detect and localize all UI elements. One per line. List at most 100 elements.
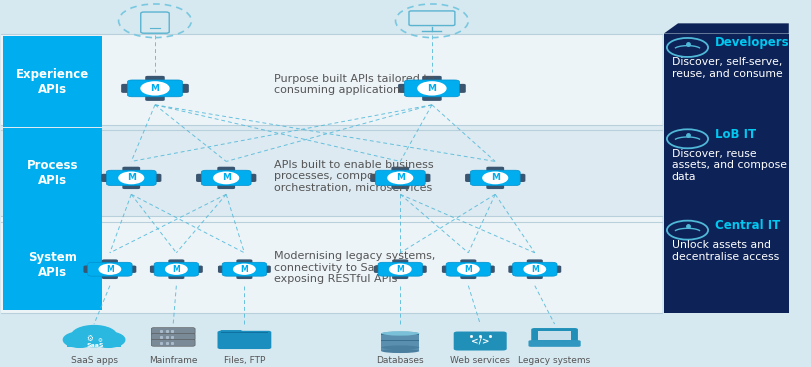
FancyBboxPatch shape	[127, 80, 182, 97]
FancyBboxPatch shape	[67, 339, 121, 347]
FancyBboxPatch shape	[460, 273, 476, 279]
FancyBboxPatch shape	[101, 259, 118, 266]
Circle shape	[457, 264, 478, 274]
Circle shape	[389, 264, 410, 274]
Text: </>: </>	[470, 337, 489, 346]
Text: M: M	[530, 265, 538, 274]
Circle shape	[63, 332, 97, 347]
Polygon shape	[663, 206, 787, 216]
Text: Discover, reuse
assets, and compose
data: Discover, reuse assets, and compose data	[671, 149, 786, 182]
Circle shape	[483, 172, 507, 184]
FancyBboxPatch shape	[3, 219, 102, 310]
Text: System
APIs: System APIs	[28, 251, 77, 279]
FancyBboxPatch shape	[217, 331, 271, 349]
FancyBboxPatch shape	[236, 273, 252, 279]
FancyBboxPatch shape	[201, 170, 251, 186]
Polygon shape	[663, 23, 787, 33]
FancyBboxPatch shape	[415, 265, 427, 273]
FancyBboxPatch shape	[526, 273, 543, 279]
Circle shape	[92, 332, 125, 347]
FancyBboxPatch shape	[175, 84, 189, 93]
FancyBboxPatch shape	[452, 84, 466, 93]
Text: M: M	[127, 173, 135, 182]
FancyBboxPatch shape	[483, 265, 494, 273]
Text: Mainframe: Mainframe	[148, 356, 197, 365]
FancyBboxPatch shape	[168, 259, 184, 266]
FancyBboxPatch shape	[217, 182, 235, 189]
Circle shape	[165, 264, 187, 274]
Text: M: M	[240, 265, 248, 274]
FancyBboxPatch shape	[549, 265, 560, 273]
Text: SaaS: SaaS	[86, 344, 104, 348]
FancyBboxPatch shape	[3, 36, 102, 127]
FancyBboxPatch shape	[528, 340, 580, 347]
FancyBboxPatch shape	[101, 273, 118, 279]
Text: Web services: Web services	[450, 356, 509, 365]
Ellipse shape	[381, 331, 418, 335]
Text: M: M	[396, 265, 404, 274]
FancyBboxPatch shape	[513, 174, 525, 182]
FancyBboxPatch shape	[470, 170, 520, 186]
FancyBboxPatch shape	[391, 182, 409, 189]
FancyBboxPatch shape	[445, 262, 490, 276]
FancyBboxPatch shape	[150, 265, 161, 273]
FancyBboxPatch shape	[422, 94, 441, 101]
FancyBboxPatch shape	[244, 174, 256, 182]
Ellipse shape	[381, 331, 418, 335]
Text: M: M	[172, 265, 180, 274]
Circle shape	[118, 172, 144, 184]
Text: Legacy systems: Legacy systems	[517, 356, 590, 365]
Text: Purpose built APIs tailored to
consuming applications: Purpose built APIs tailored to consuming…	[273, 74, 434, 95]
Text: Discover, self-serve,
reuse, and consume: Discover, self-serve, reuse, and consume	[671, 57, 782, 79]
FancyBboxPatch shape	[381, 334, 418, 335]
FancyBboxPatch shape	[378, 262, 422, 276]
Circle shape	[141, 82, 169, 95]
FancyBboxPatch shape	[84, 265, 95, 273]
FancyBboxPatch shape	[222, 262, 266, 276]
Ellipse shape	[381, 345, 418, 349]
FancyBboxPatch shape	[375, 170, 425, 186]
FancyBboxPatch shape	[441, 265, 453, 273]
Circle shape	[99, 264, 121, 274]
Text: Experience
APIs: Experience APIs	[16, 68, 89, 96]
FancyBboxPatch shape	[3, 128, 102, 219]
FancyBboxPatch shape	[125, 265, 136, 273]
FancyBboxPatch shape	[538, 331, 570, 340]
FancyBboxPatch shape	[391, 167, 409, 174]
Ellipse shape	[381, 349, 418, 353]
FancyBboxPatch shape	[1, 125, 662, 222]
Text: M: M	[395, 173, 405, 182]
Text: M: M	[490, 173, 499, 182]
FancyBboxPatch shape	[526, 259, 543, 266]
Text: Files, FTP: Files, FTP	[224, 356, 264, 365]
FancyBboxPatch shape	[217, 265, 229, 273]
FancyBboxPatch shape	[465, 174, 477, 182]
FancyBboxPatch shape	[486, 182, 504, 189]
Polygon shape	[663, 115, 787, 125]
FancyBboxPatch shape	[370, 174, 382, 182]
FancyBboxPatch shape	[168, 273, 184, 279]
Polygon shape	[221, 330, 244, 332]
FancyBboxPatch shape	[260, 265, 271, 273]
FancyBboxPatch shape	[217, 167, 235, 174]
FancyBboxPatch shape	[381, 334, 418, 351]
FancyBboxPatch shape	[151, 328, 195, 334]
Text: M: M	[427, 84, 436, 93]
Text: ⚙: ⚙	[98, 338, 103, 343]
Text: Developers: Developers	[714, 36, 789, 49]
FancyBboxPatch shape	[221, 332, 268, 333]
Text: ⚙: ⚙	[86, 334, 92, 343]
Text: M: M	[106, 265, 114, 274]
FancyBboxPatch shape	[392, 259, 408, 266]
Text: M: M	[221, 173, 230, 182]
Circle shape	[388, 172, 412, 184]
Text: APIs built to enable business
processes, composability,
orchestration, microserv: APIs built to enable business processes,…	[273, 160, 433, 193]
Text: M: M	[150, 84, 159, 93]
FancyBboxPatch shape	[195, 174, 208, 182]
Text: Modernising legacy systems,
connectivity to SaaS apps,
exposing RESTful APIs: Modernising legacy systems, connectivity…	[273, 251, 435, 284]
FancyBboxPatch shape	[122, 182, 140, 189]
FancyBboxPatch shape	[530, 328, 577, 343]
Circle shape	[523, 264, 545, 274]
Circle shape	[418, 82, 445, 95]
FancyBboxPatch shape	[392, 273, 408, 279]
